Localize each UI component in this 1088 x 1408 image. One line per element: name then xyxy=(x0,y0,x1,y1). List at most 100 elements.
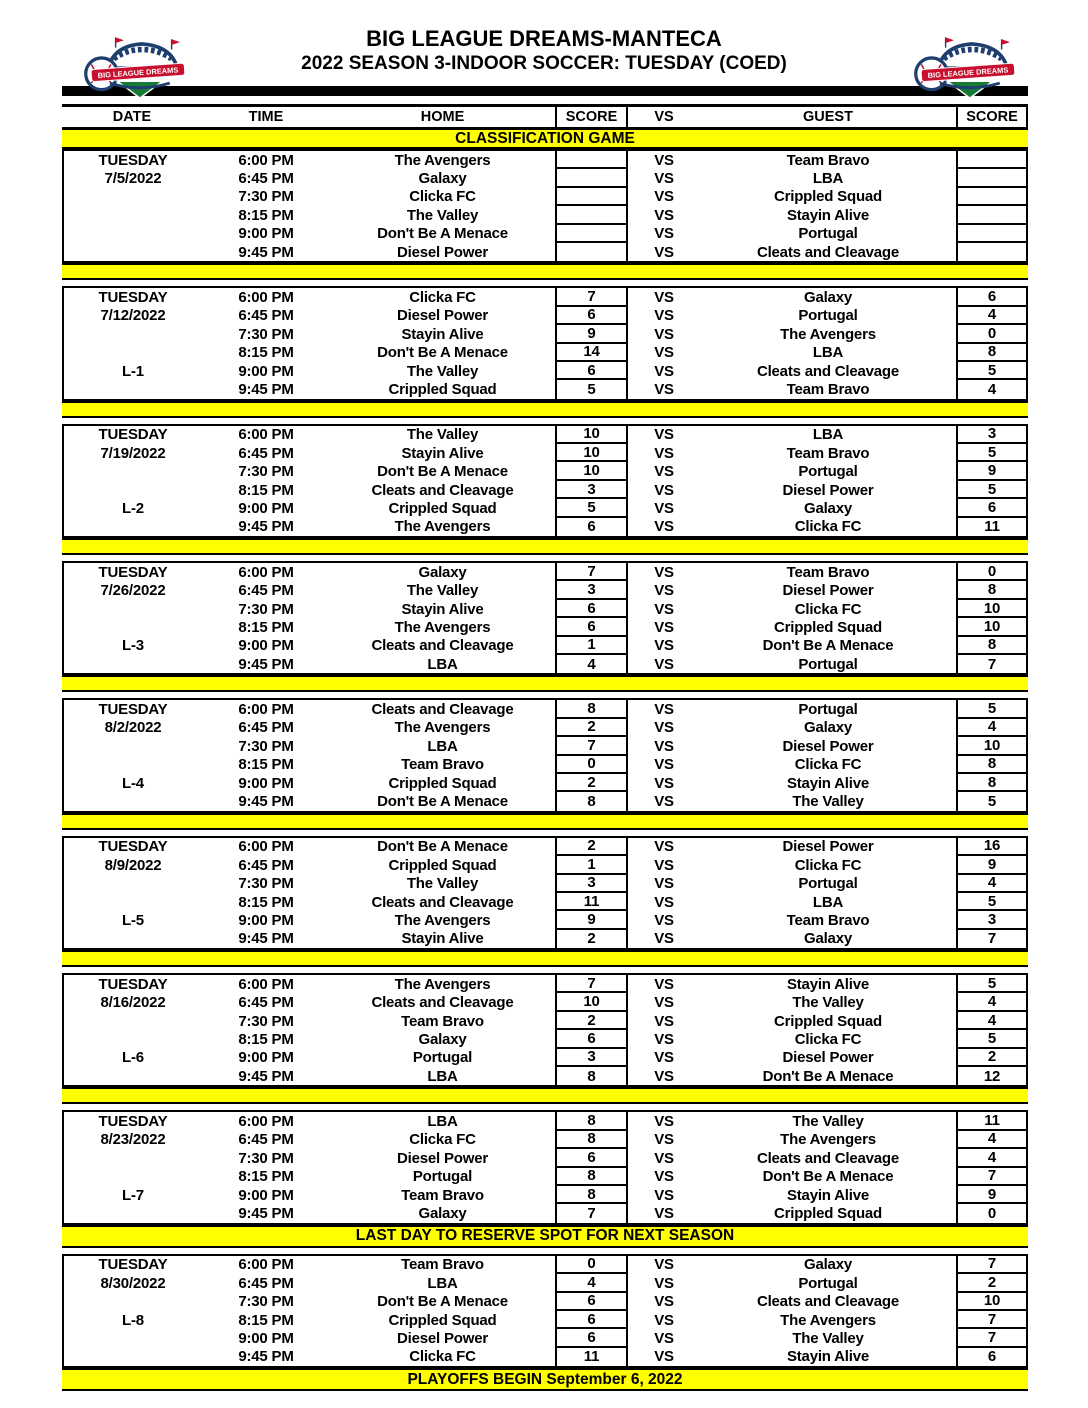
block-round-label xyxy=(64,1030,202,1048)
block-round-label xyxy=(64,1149,202,1167)
game-row: TUESDAY 6:00 PM Galaxy 7 VS Team Bravo 0 xyxy=(64,563,1028,582)
guest-score xyxy=(956,242,1028,262)
home-score: 0 xyxy=(555,755,628,774)
home-team: Clicka FC xyxy=(409,1131,476,1149)
vs-label: VS xyxy=(654,719,674,737)
guest-score: 12 xyxy=(956,1067,1028,1086)
home-score: 8 xyxy=(555,1185,628,1205)
vs-label: VS xyxy=(654,518,674,536)
guest-team: Clicka FC xyxy=(794,518,862,536)
game-row: L-4 9:00 PM Crippled Squad 2 VS Stayin Alive 8 xyxy=(64,773,1028,793)
vs-label: VS xyxy=(654,1131,674,1149)
game-row: TUESDAY 6:00 PM The Valley 10 VS LBA 3 xyxy=(64,425,1028,445)
block-round-label xyxy=(64,1348,202,1366)
guest-team: Crippled Squad xyxy=(773,188,883,206)
block-day: TUESDAY xyxy=(98,563,168,581)
home-score xyxy=(555,242,628,262)
home-score: 7 xyxy=(555,288,628,307)
guest-score: 5 xyxy=(956,792,1028,811)
game-time: 9:45 PM xyxy=(238,655,294,673)
guest-team: Portugal xyxy=(798,701,858,719)
game-row: L-3 9:00 PM Cleats and Cleavage 1 VS Don't Be… xyxy=(64,636,1028,655)
vs-label: VS xyxy=(654,994,674,1012)
block-round-label xyxy=(64,188,202,206)
home-team: Stayin Alive xyxy=(401,444,484,462)
vs-label: VS xyxy=(654,655,674,673)
game-row: 7/12/2022 6:45 PM Diesel Power 6 VS Portugal 4 xyxy=(64,306,1028,326)
game-time: 9:45 PM xyxy=(238,1067,294,1085)
guest-team: Cleats and Cleavage xyxy=(756,1293,900,1311)
home-team: The Avengers xyxy=(394,911,491,929)
vs-label: VS xyxy=(654,380,674,398)
vs-label: VS xyxy=(654,344,674,362)
block-day: TUESDAY xyxy=(98,1256,168,1274)
home-score: 6 xyxy=(555,599,628,619)
guest-score: 11 xyxy=(956,517,1028,537)
home-team: Galaxy xyxy=(418,1030,467,1048)
game-row: 8/30/2022 6:45 PM LBA 4 VS Portugal 2 xyxy=(64,1274,1028,1293)
game-row: L-7 9:00 PM Team Bravo 8 VS Stayin Alive 9 xyxy=(64,1185,1028,1205)
guest-team: The Avengers xyxy=(780,1311,876,1329)
guest-team: Portugal xyxy=(798,307,858,325)
game-time: 6:45 PM xyxy=(238,170,294,188)
game-time: 7:30 PM xyxy=(238,1012,294,1030)
vs-label: VS xyxy=(654,1186,674,1204)
block-day: TUESDAY xyxy=(98,838,168,856)
home-team: Don't Be A Menace xyxy=(377,793,508,811)
guest-score: 10 xyxy=(956,618,1028,637)
guest-team: The Avengers xyxy=(780,1131,876,1149)
home-score: 7 xyxy=(555,737,628,756)
flag-icon xyxy=(171,39,180,45)
block-day: TUESDAY xyxy=(98,1113,168,1131)
separator-band xyxy=(62,538,1028,556)
guest-team: The Valley xyxy=(792,994,864,1012)
vs-label: VS xyxy=(654,838,674,856)
block-day: TUESDAY xyxy=(98,701,168,719)
game-time: 8:15 PM xyxy=(238,618,294,636)
game-row: 9:45 PM Diesel Power VS Cleats and Cleavage xyxy=(64,242,1028,262)
classification-game-banner: CLASSIFICATION GAME xyxy=(62,130,1028,149)
home-score xyxy=(555,206,628,225)
home-score: 4 xyxy=(555,1274,628,1293)
guest-score: 9 xyxy=(956,1185,1028,1205)
guest-team: Stayin Alive xyxy=(786,206,870,224)
block-date: 8/30/2022 xyxy=(100,1274,166,1292)
vs-label: VS xyxy=(654,463,674,481)
game-time: 6:45 PM xyxy=(238,719,294,737)
guest-score: 7 xyxy=(956,1255,1028,1275)
guest-score: 4 xyxy=(956,1011,1028,1031)
guest-team: Galaxy xyxy=(803,499,852,517)
block-round-label xyxy=(64,206,202,224)
game-row: 7/26/2022 6:45 PM The Valley 3 VS Diesel Powe… xyxy=(64,581,1028,600)
guest-score: 0 xyxy=(956,1204,1028,1223)
col-header-guest: GUEST xyxy=(803,109,853,125)
home-team: Portugal xyxy=(412,1049,473,1067)
guest-score: 6 xyxy=(956,288,1028,307)
block-day: TUESDAY xyxy=(98,426,168,444)
home-team: Crippled Squad xyxy=(388,774,497,792)
guest-score: 5 xyxy=(956,361,1028,381)
block-round-label xyxy=(64,792,202,810)
vs-label: VS xyxy=(654,975,674,993)
guest-score: 0 xyxy=(956,325,1028,344)
game-time: 7:30 PM xyxy=(238,737,294,755)
page-title: BIG LEAGUE DREAMS-MANTECA xyxy=(366,26,722,51)
schedule-blocks: TUESDAY 6:00 PM The Avengers VS Team Bravo 7/… xyxy=(62,149,1028,1392)
col-header-vs: VS xyxy=(654,109,674,125)
block-round-label: L-6 xyxy=(122,1049,144,1067)
home-score xyxy=(555,169,628,188)
block-round-label xyxy=(64,243,202,261)
game-time: 8:15 PM xyxy=(238,206,294,224)
game-row: 8/9/2022 6:45 PM Crippled Squad 1 VS Clicka F… xyxy=(64,856,1028,875)
guest-team: LBA xyxy=(812,893,844,911)
guest-team: LBA xyxy=(812,344,844,362)
schedule-block: TUESDAY 6:00 PM LBA 8 VS The Valley 11 8/23/202… xyxy=(62,1110,1028,1225)
game-row: 9:45 PM Don't Be A Menace 8 VS The Valley 5 xyxy=(64,792,1028,811)
game-time: 9:00 PM xyxy=(238,1186,294,1204)
guest-team: Team Bravo xyxy=(786,151,870,169)
guest-score: 7 xyxy=(956,654,1028,674)
guest-score: 4 xyxy=(956,1130,1028,1150)
home-score: 8 xyxy=(555,1112,628,1131)
guest-team: Clicka FC xyxy=(794,600,862,618)
game-row: 9:45 PM The Avengers 6 VS Clicka FC 11 xyxy=(64,517,1028,537)
